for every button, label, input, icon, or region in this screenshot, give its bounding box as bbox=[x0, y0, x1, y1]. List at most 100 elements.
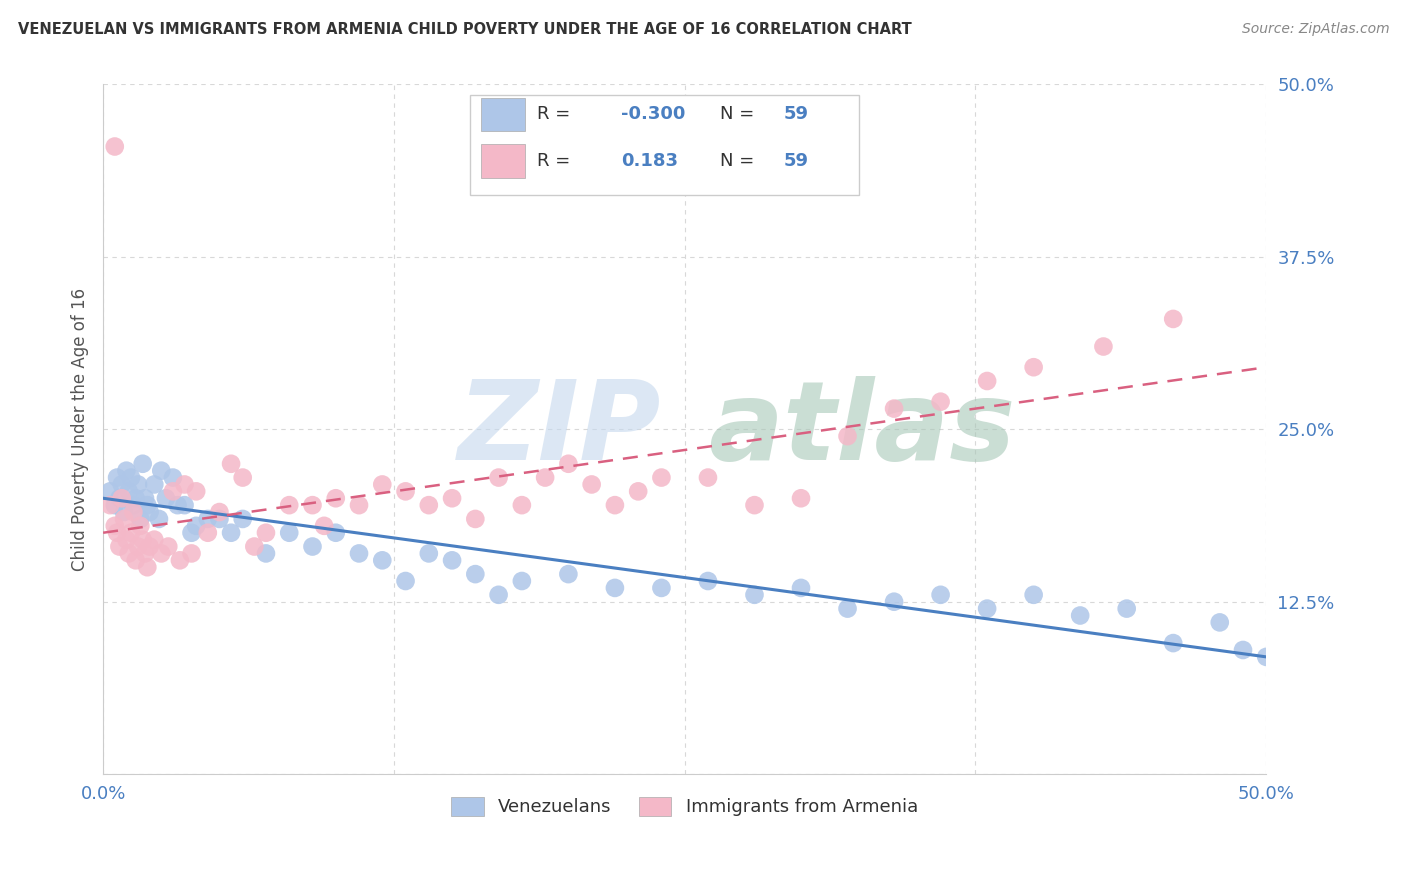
Point bbox=[557, 567, 579, 582]
Point bbox=[129, 519, 152, 533]
Point bbox=[98, 498, 121, 512]
FancyBboxPatch shape bbox=[470, 95, 859, 194]
Point bbox=[697, 574, 720, 588]
Point bbox=[173, 498, 195, 512]
Point bbox=[883, 401, 905, 416]
Point bbox=[232, 512, 254, 526]
Point bbox=[441, 491, 464, 506]
Text: ZIP: ZIP bbox=[458, 376, 661, 483]
Text: Source: ZipAtlas.com: Source: ZipAtlas.com bbox=[1241, 22, 1389, 37]
Point bbox=[208, 512, 231, 526]
Point bbox=[976, 601, 998, 615]
Text: 59: 59 bbox=[783, 152, 808, 170]
Point bbox=[347, 498, 370, 512]
Point bbox=[371, 477, 394, 491]
Point bbox=[418, 546, 440, 560]
Point bbox=[208, 505, 231, 519]
Point bbox=[394, 484, 416, 499]
Point bbox=[441, 553, 464, 567]
Point bbox=[464, 512, 486, 526]
Point bbox=[627, 484, 650, 499]
Point bbox=[837, 429, 859, 443]
Point bbox=[1092, 339, 1115, 353]
Point bbox=[155, 491, 177, 506]
Point bbox=[603, 498, 626, 512]
Point bbox=[1022, 360, 1045, 375]
Point bbox=[111, 491, 134, 506]
Point bbox=[108, 540, 131, 554]
Point bbox=[118, 484, 141, 499]
Point bbox=[120, 470, 142, 484]
Point bbox=[104, 498, 127, 512]
Point bbox=[394, 574, 416, 588]
Point bbox=[180, 525, 202, 540]
Point bbox=[744, 498, 766, 512]
Point bbox=[98, 484, 121, 499]
Point bbox=[488, 588, 510, 602]
Point bbox=[166, 498, 188, 512]
Point bbox=[650, 581, 672, 595]
Point bbox=[112, 505, 135, 519]
Text: -0.300: -0.300 bbox=[620, 105, 685, 123]
Point bbox=[127, 477, 149, 491]
Point bbox=[510, 498, 533, 512]
Point bbox=[557, 457, 579, 471]
Point bbox=[131, 457, 153, 471]
Point bbox=[169, 553, 191, 567]
Point bbox=[278, 525, 301, 540]
FancyBboxPatch shape bbox=[481, 145, 526, 178]
Point bbox=[173, 477, 195, 491]
Point bbox=[129, 512, 152, 526]
Point bbox=[186, 519, 208, 533]
Point bbox=[1161, 636, 1184, 650]
Point bbox=[138, 505, 160, 519]
Text: VENEZUELAN VS IMMIGRANTS FROM ARMENIA CHILD POVERTY UNDER THE AGE OF 16 CORRELAT: VENEZUELAN VS IMMIGRANTS FROM ARMENIA CH… bbox=[18, 22, 912, 37]
Point bbox=[112, 512, 135, 526]
Point bbox=[1115, 601, 1137, 615]
Point bbox=[138, 540, 160, 554]
Point bbox=[464, 567, 486, 582]
Point bbox=[136, 560, 159, 574]
Point bbox=[744, 588, 766, 602]
Text: 0.183: 0.183 bbox=[620, 152, 678, 170]
Point bbox=[122, 505, 145, 519]
Point bbox=[148, 512, 170, 526]
Point bbox=[650, 470, 672, 484]
Point bbox=[125, 491, 148, 506]
Point bbox=[197, 525, 219, 540]
Point bbox=[418, 498, 440, 512]
Point bbox=[136, 498, 159, 512]
Point bbox=[219, 525, 242, 540]
Point bbox=[232, 470, 254, 484]
FancyBboxPatch shape bbox=[481, 97, 526, 130]
Point bbox=[929, 394, 952, 409]
Point bbox=[134, 491, 156, 506]
Point bbox=[105, 525, 128, 540]
Point bbox=[371, 553, 394, 567]
Point bbox=[143, 477, 166, 491]
Point bbox=[143, 533, 166, 547]
Point bbox=[488, 470, 510, 484]
Point bbox=[254, 525, 277, 540]
Point bbox=[150, 546, 173, 560]
Point bbox=[534, 470, 557, 484]
Point bbox=[1069, 608, 1091, 623]
Point bbox=[115, 464, 138, 478]
Point bbox=[325, 491, 347, 506]
Point bbox=[122, 498, 145, 512]
Point bbox=[111, 477, 134, 491]
Point bbox=[929, 588, 952, 602]
Point bbox=[131, 533, 153, 547]
Point bbox=[104, 139, 127, 153]
Point bbox=[243, 540, 266, 554]
Point bbox=[254, 546, 277, 560]
Point bbox=[219, 457, 242, 471]
Point bbox=[697, 470, 720, 484]
Point bbox=[603, 581, 626, 595]
Point bbox=[134, 546, 156, 560]
Point bbox=[104, 519, 127, 533]
Point bbox=[1256, 649, 1278, 664]
Point bbox=[150, 464, 173, 478]
Point bbox=[1161, 312, 1184, 326]
Point bbox=[197, 512, 219, 526]
